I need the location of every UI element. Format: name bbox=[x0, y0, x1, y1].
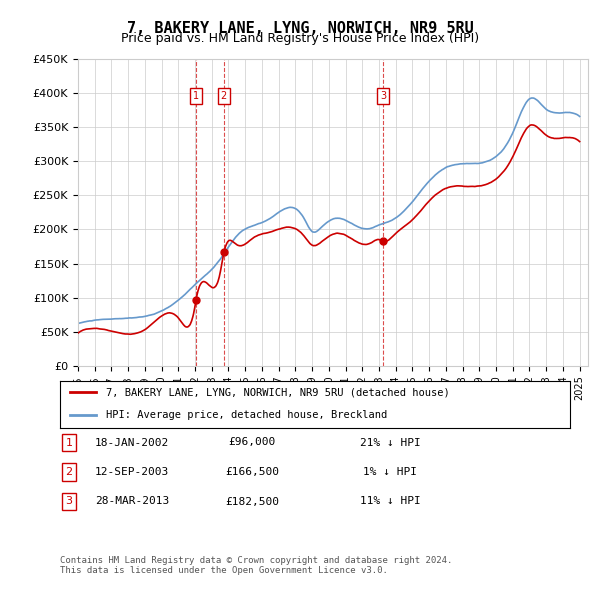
Text: 7, BAKERY LANE, LYNG, NORWICH, NR9 5RU (detached house): 7, BAKERY LANE, LYNG, NORWICH, NR9 5RU (… bbox=[106, 388, 449, 397]
Text: 3: 3 bbox=[65, 497, 73, 506]
Text: 2: 2 bbox=[65, 467, 73, 477]
Text: 1: 1 bbox=[193, 91, 199, 101]
Text: Price paid vs. HM Land Registry's House Price Index (HPI): Price paid vs. HM Land Registry's House … bbox=[121, 32, 479, 45]
Text: £96,000: £96,000 bbox=[229, 438, 275, 447]
Text: HPI: Average price, detached house, Breckland: HPI: Average price, detached house, Brec… bbox=[106, 409, 387, 419]
Text: 7, BAKERY LANE, LYNG, NORWICH, NR9 5RU: 7, BAKERY LANE, LYNG, NORWICH, NR9 5RU bbox=[127, 21, 473, 35]
Text: 18-JAN-2002: 18-JAN-2002 bbox=[95, 438, 169, 447]
Text: 28-MAR-2013: 28-MAR-2013 bbox=[95, 497, 169, 506]
Text: Contains HM Land Registry data © Crown copyright and database right 2024.
This d: Contains HM Land Registry data © Crown c… bbox=[60, 556, 452, 575]
Text: £166,500: £166,500 bbox=[225, 467, 279, 477]
Text: 21% ↓ HPI: 21% ↓ HPI bbox=[359, 438, 421, 447]
Text: 3: 3 bbox=[380, 91, 386, 101]
Text: 12-SEP-2003: 12-SEP-2003 bbox=[95, 467, 169, 477]
Text: 2: 2 bbox=[221, 91, 227, 101]
Text: 1% ↓ HPI: 1% ↓ HPI bbox=[363, 467, 417, 477]
Text: 11% ↓ HPI: 11% ↓ HPI bbox=[359, 497, 421, 506]
Text: £182,500: £182,500 bbox=[225, 497, 279, 506]
Text: 1: 1 bbox=[65, 438, 73, 447]
